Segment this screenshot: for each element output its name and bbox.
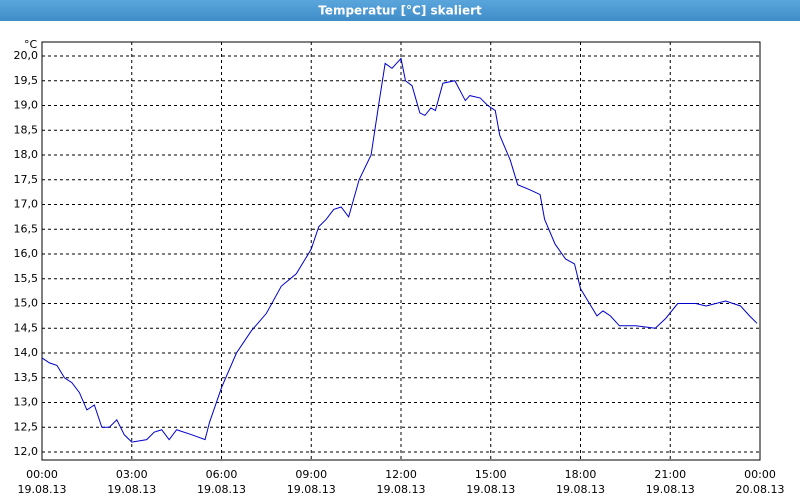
y-tick-label: 17,5 bbox=[14, 173, 39, 186]
x-tick-date: 19.08.13 bbox=[556, 483, 605, 496]
y-tick-label: 18,0 bbox=[14, 148, 39, 161]
y-tick-label: 14,5 bbox=[14, 321, 39, 334]
y-tick-label: 13,0 bbox=[14, 396, 39, 409]
x-tick-label: 00:00 bbox=[26, 468, 58, 481]
title-bar bbox=[0, 0, 800, 21]
chart-title: Temperatur [°C] skaliert bbox=[318, 4, 482, 18]
x-tick-date: 19.08.13 bbox=[197, 483, 246, 496]
y-tick-label: 13,5 bbox=[14, 371, 39, 384]
x-tick-label: 15:00 bbox=[475, 468, 507, 481]
x-tick-label: 21:00 bbox=[654, 468, 686, 481]
y-tick-label: 14,0 bbox=[14, 346, 39, 359]
x-tick-date: 19.08.13 bbox=[466, 483, 515, 496]
y-tick-label: 12,0 bbox=[14, 445, 39, 458]
y-tick-label: 15,5 bbox=[14, 272, 39, 285]
data-line bbox=[41, 57, 758, 443]
x-tick-date: 20.08.13 bbox=[736, 483, 785, 496]
y-tick-label: 15,0 bbox=[14, 297, 39, 310]
y-tick-label: 16,5 bbox=[14, 222, 39, 235]
x-tick-label: 06:00 bbox=[206, 468, 238, 481]
y-tick-label: 17,0 bbox=[14, 198, 39, 211]
y-tick-label: 19,5 bbox=[14, 74, 39, 87]
x-tick-date: 19.08.13 bbox=[646, 483, 695, 496]
y-tick-label: 12,5 bbox=[14, 420, 39, 433]
x-tick-date: 19.08.13 bbox=[287, 483, 336, 496]
y-tick-label: 19,0 bbox=[14, 99, 39, 112]
x-tick-label: 00:00 bbox=[744, 468, 776, 481]
x-tick-date: 19.08.13 bbox=[377, 483, 426, 496]
y-unit: °C bbox=[24, 38, 38, 51]
y-tick-label: 18,5 bbox=[14, 123, 39, 136]
x-tick-label: 12:00 bbox=[385, 468, 417, 481]
x-tick-label: 03:00 bbox=[116, 468, 148, 481]
x-tick-label: 18:00 bbox=[565, 468, 597, 481]
y-tick-label: 16,0 bbox=[14, 247, 39, 260]
x-tick-date: 19.08.13 bbox=[18, 483, 67, 496]
x-tick-label: 09:00 bbox=[295, 468, 327, 481]
x-tick-date: 19.08.13 bbox=[107, 483, 156, 496]
y-tick-label: 20,0 bbox=[14, 49, 39, 62]
